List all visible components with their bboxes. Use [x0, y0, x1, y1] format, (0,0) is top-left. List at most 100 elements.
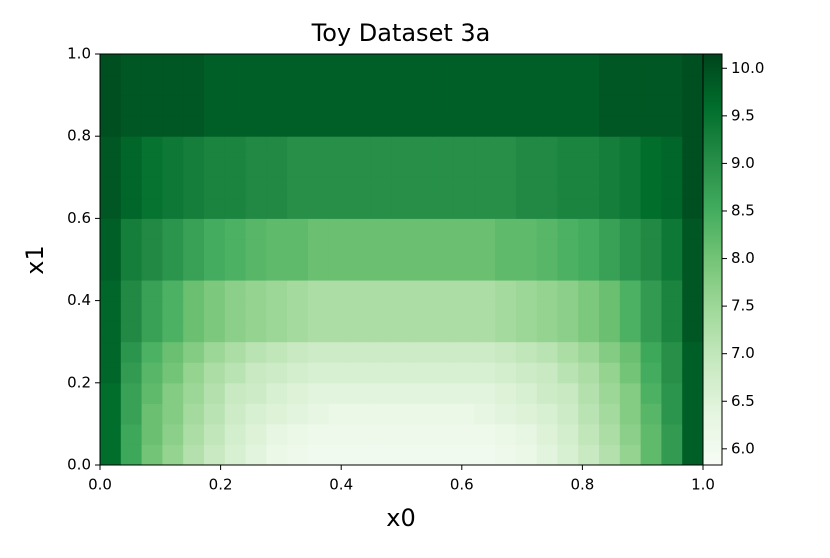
heat-cell [245, 362, 267, 384]
heat-cell [287, 280, 309, 302]
heat-cell [682, 300, 704, 322]
heat-cell [183, 444, 205, 466]
heat-cell [100, 156, 122, 178]
heat-cell [619, 177, 642, 199]
heat-cell [328, 259, 351, 281]
heat-cell [224, 259, 247, 281]
y-tick-label: 0.0 [67, 456, 91, 474]
heat-cell [557, 321, 579, 343]
heat-cell [141, 238, 163, 260]
heat-cell [120, 403, 143, 425]
heat-cell [266, 115, 288, 137]
x-tick-label: 0.0 [88, 476, 112, 494]
heat-cell [453, 115, 475, 137]
heat-cell [411, 74, 434, 96]
heat-cell [682, 259, 704, 281]
heat-cell [287, 341, 309, 363]
heat-cell [453, 341, 475, 363]
heat-cell [203, 403, 226, 425]
heat-cell [599, 280, 621, 302]
heat-cell [100, 54, 122, 76]
heat-cell [120, 444, 143, 466]
heat-cell [349, 382, 371, 404]
heat-cell [266, 300, 288, 322]
heat-cell [557, 136, 579, 158]
heat-cell [100, 423, 122, 445]
heat-cell [536, 382, 558, 404]
heat-cell [349, 74, 371, 96]
heat-cell [682, 341, 704, 363]
heat-cell [682, 423, 704, 445]
heat-cell [411, 54, 434, 76]
heat-cell [328, 382, 351, 404]
heat-cell [578, 280, 600, 302]
x-axis-label: x0 [386, 504, 415, 532]
heat-cell [619, 54, 642, 76]
heat-cell [619, 259, 642, 281]
heat-cell [661, 95, 683, 117]
heat-cell [391, 444, 413, 466]
heat-cell [162, 54, 184, 76]
heat-cell [391, 280, 413, 302]
heat-cell [557, 95, 579, 117]
heat-cell [432, 197, 454, 219]
heat-cell [120, 54, 143, 76]
heat-cell [100, 197, 122, 219]
heat-cell [183, 423, 205, 445]
heat-cell [349, 197, 371, 219]
heat-cell [266, 362, 288, 384]
heat-cell [682, 238, 704, 260]
heat-cell [578, 115, 600, 137]
heat-cell [162, 136, 184, 158]
heat-cell [474, 300, 496, 322]
heat-cell [245, 403, 267, 425]
heat-cell [287, 177, 309, 199]
heat-cell [578, 423, 600, 445]
heat-cell [619, 95, 642, 117]
heat-cell [349, 341, 371, 363]
heat-cell [536, 95, 558, 117]
heat-cell [640, 218, 662, 240]
heat-cell [599, 218, 621, 240]
heat-cell [287, 444, 309, 466]
heat-cell [120, 423, 143, 445]
heat-cell [557, 341, 579, 363]
heat-cell [141, 362, 163, 384]
heat-cell [536, 403, 558, 425]
heat-cell [391, 54, 413, 76]
heat-cell [349, 423, 371, 445]
heat-cell [661, 54, 683, 76]
heat-cell [266, 403, 288, 425]
heat-cell [515, 321, 538, 343]
heat-cell [120, 321, 143, 343]
heat-cell [619, 280, 642, 302]
heat-cell [328, 54, 351, 76]
heat-cell [100, 300, 122, 322]
heat-cell [287, 74, 309, 96]
heat-cell [328, 136, 351, 158]
heat-cell [141, 218, 163, 240]
heat-cell [391, 321, 413, 343]
heat-cell [141, 280, 163, 302]
heat-cell [100, 218, 122, 240]
x-tick-label: 0.2 [209, 476, 233, 494]
heat-cell [453, 280, 475, 302]
colorbar-tick-label: 7.0 [731, 344, 755, 362]
heat-cell [453, 423, 475, 445]
heat-cell [432, 423, 454, 445]
heat-cell [515, 362, 538, 384]
heat-cell [203, 177, 226, 199]
heat-cell [245, 197, 267, 219]
heat-cell [245, 423, 267, 445]
heat-cell [183, 115, 205, 137]
heat-cell [391, 382, 413, 404]
heat-cell [391, 74, 413, 96]
heat-cell [120, 341, 143, 363]
heat-cell [328, 341, 351, 363]
heat-cell [661, 259, 683, 281]
heatmap-cells [100, 54, 704, 466]
heat-cell [557, 54, 579, 76]
heat-cell [619, 238, 642, 260]
heat-cell [578, 54, 600, 76]
